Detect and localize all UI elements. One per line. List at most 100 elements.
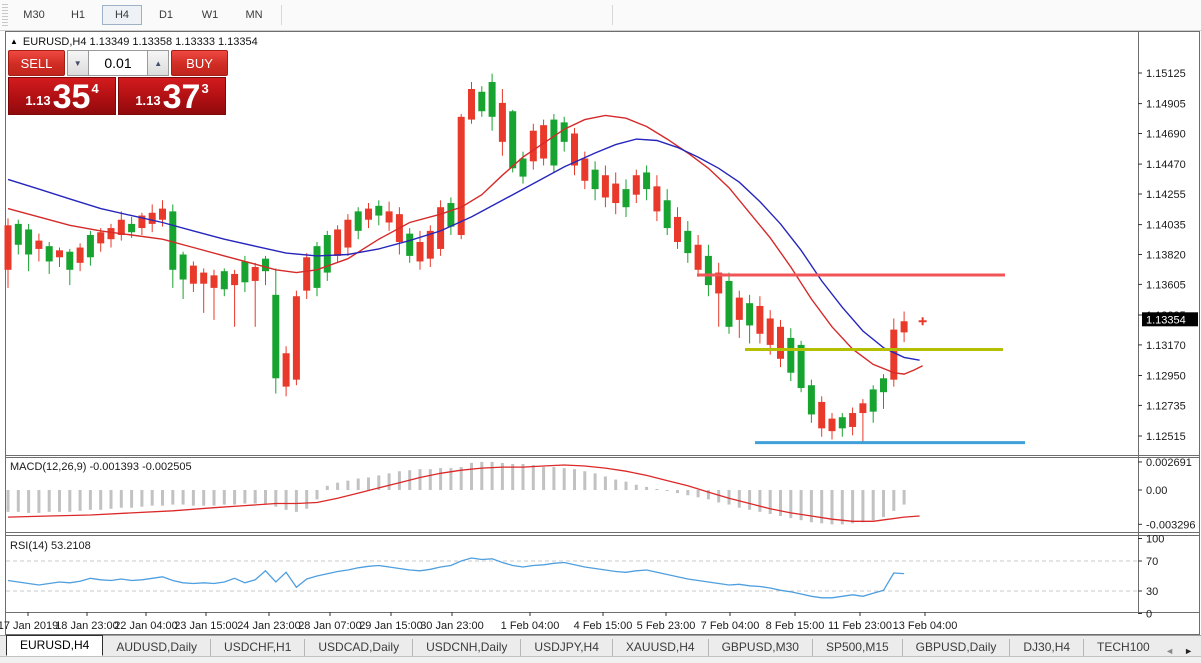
candle [766,318,774,345]
candle [519,158,527,177]
timeframe-button-w1[interactable]: W1 [201,9,219,21]
candle [437,207,445,249]
candle [4,225,12,270]
buy-price-pip: 3 [201,81,209,96]
candle [601,175,609,198]
price-axis-label: 1.13170 [1146,340,1186,352]
time-axis-label: 4 Feb 15:00 [574,620,633,632]
chart-tab-gbpusd-daily[interactable]: GBPUSD,Daily [903,639,1011,656]
sell-price-pip: 4 [91,81,99,96]
toolbar-separator [281,5,282,25]
rsi-axis-label: 0 [1146,609,1152,621]
candle [25,229,33,255]
timeframe-button-mn[interactable]: MN [245,9,263,21]
chart-tab-usdcnh-daily[interactable]: USDCNH,Daily [413,639,522,656]
volume-increase-button[interactable]: ▲ [147,50,170,76]
candle [807,385,815,415]
candle [426,230,434,259]
candle [838,417,846,429]
candle [622,189,630,208]
candle [117,219,125,236]
volume-decrease-button[interactable]: ▼ [66,50,89,76]
price-axis-label: 1.12735 [1146,400,1186,412]
candle [787,337,795,373]
candle [251,267,259,281]
time-axis-label: 17 Jan 2019 [0,620,58,632]
candle [715,272,723,294]
candle [385,211,393,223]
tabs-scroll-right-icon[interactable]: ► [1184,646,1193,656]
chart-tab-audusd-daily[interactable]: AUDUSD,Daily [103,639,212,656]
timeframe-button-m30[interactable]: M30 [23,9,45,21]
time-axis-label: 5 Feb 23:00 [637,620,696,632]
chart-tab-sp500-m15[interactable]: SP500,M15 [813,639,903,656]
svg-text:1.13354: 1.13354 [1146,314,1186,326]
price-axis-label: 1.14690 [1146,128,1186,140]
ma-fast-line [7,114,923,375]
candle [643,172,651,190]
buy-price-big: 37 [162,78,201,116]
time-axis-label: 11 Feb 23:00 [828,620,892,632]
chart-tab-eurusd-h4[interactable]: EURUSD,H4 [6,635,104,656]
rsi-indicator: 100 70 30 0 RSI(14) 53.2108 [7,534,1164,621]
buy-button[interactable]: BUY [171,50,228,76]
price-cross-marker [918,317,927,326]
toolbar-grip-icon[interactable] [2,4,8,26]
timeframe-button-d1[interactable]: D1 [158,9,174,21]
candle [509,111,517,169]
candle [869,389,877,412]
candle [365,208,372,220]
volume-input[interactable]: 0.01 [88,50,148,76]
price-axis-label: 1.13605 [1146,279,1186,291]
chart-tab-dj30-h4[interactable]: DJ30,H4 [1010,639,1085,656]
chart-symbol-header: ▲ EURUSD,H4 1.13349 1.13358 1.13333 1.13… [10,36,258,48]
chart-tab-xauusd-h4[interactable]: XAUUSD,H4 [613,639,709,656]
candle [478,91,486,112]
candle [66,251,74,270]
chart-tab-usdchf-h1[interactable]: USDCHF,H1 [211,639,306,656]
timeframe-button-h1[interactable]: H1 [70,9,86,21]
timeframe-button-h4[interactable]: H4 [102,5,142,25]
price-axis-label: 1.15125 [1146,68,1186,80]
one-click-trading-widget: SELL ▼ 0.01 ▲ BUY 1.13 35 4 1.13 37 3 [8,50,228,115]
price-axis-label: 1.12515 [1146,431,1186,443]
rsi-axis-label: 70 [1146,556,1158,568]
candle [416,241,424,262]
price-axis-label: 1.14905 [1146,99,1186,111]
price-axis-label: 1.14470 [1146,159,1186,171]
candle [344,219,352,248]
chart-tab-gbpusd-m30[interactable]: GBPUSD,M30 [709,639,813,656]
chart-tab-usdcad-daily[interactable]: USDCAD,Daily [305,639,414,656]
price-axis[interactable]: 1.15125 1.14905 1.14690 1.14470 1.14255 1.140… [1138,68,1186,443]
time-axis-label: 30 Jan 23:00 [420,620,484,632]
candle [457,116,465,236]
candle [447,203,455,227]
candle [406,233,414,256]
candle [313,246,321,288]
candle [262,258,269,272]
candle [375,205,383,216]
candle [179,254,187,280]
candle [550,119,558,166]
candle [849,413,857,427]
sell-button[interactable]: SELL [8,50,65,76]
time-axis-label: 28 Jan 07:00 [298,620,362,632]
chart-tab-usdjpy-h4[interactable]: USDJPY,H4 [521,639,613,656]
chart-tab-tech100-h1[interactable]: TECH100,H1 [1084,639,1150,656]
macd-indicator: 0.002691 0.00 -0.003296 MACD(12,26,9) -0.00… [6,457,1196,531]
candle [14,223,22,245]
candle [468,88,475,120]
candle [900,321,908,333]
tabs-scroll-left-icon[interactable]: ◄ [1165,646,1175,656]
collapse-triangle-icon[interactable]: ▲ [10,37,18,46]
sell-price-panel[interactable]: 1.13 35 4 [8,77,116,115]
time-axis-label: 1 Feb 04:00 [501,620,560,632]
symbol-ohlc-label: EURUSD,H4 1.13349 1.13358 1.13333 1.1335… [22,36,258,48]
chart-tabs-bar: EURUSD,H4 AUDUSD,Daily USDCHF,H1 USDCAD,Dai… [0,635,1201,656]
buy-price-panel[interactable]: 1.13 37 3 [118,77,226,115]
candle [488,82,496,117]
candle [632,175,640,195]
